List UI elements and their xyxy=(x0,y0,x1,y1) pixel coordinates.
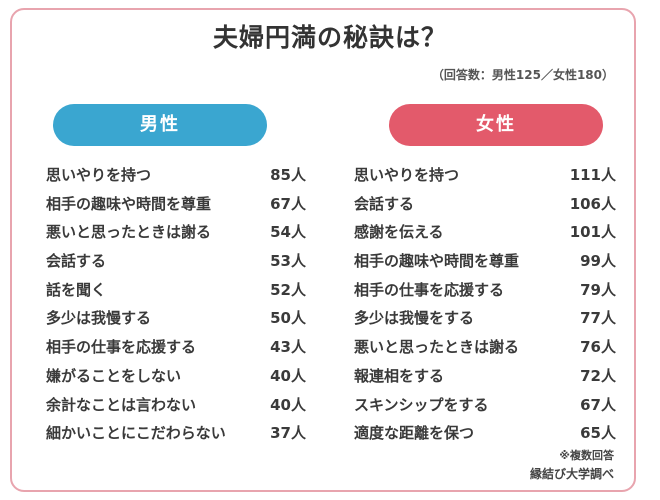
male-rank-row: 悪いと思ったときは謝る 54人 xyxy=(46,217,306,246)
page-title: 夫婦円満の秘訣は？ xyxy=(212,23,447,52)
male-rank-value: 43人 xyxy=(270,338,306,357)
male-rank-label: 相手の趣味や時間を尊重 xyxy=(46,194,212,213)
female-rank-row: スキンシップをする 67人 xyxy=(354,390,616,419)
female-rank-row: 相手の仕事を応援する 79人 xyxy=(354,275,616,304)
male-rank-label: 会話する xyxy=(46,252,107,271)
female-rank-label: 悪いと思ったときは謝る xyxy=(354,338,520,357)
female-rank-value: 99人 xyxy=(580,252,616,271)
female-rank-label: 感謝を伝える xyxy=(354,223,444,242)
female-rank-row: 思いやりを持つ 111人 xyxy=(354,160,616,189)
male-rank-label: 思いやりを持つ xyxy=(46,166,152,184)
male-rank-label: 相手の仕事を応援する xyxy=(46,338,197,357)
female-ranking-list: 思いやりを持つ 111人会話する 106人感謝を伝える 101人相手の趣味や時間を尊重… xyxy=(354,160,616,447)
female-rank-label: 相手の趣味や時間を尊重 xyxy=(354,252,520,271)
female-rank-label: スキンシップをする xyxy=(354,395,489,414)
female-rank-value: 65人 xyxy=(580,424,616,443)
multiple-answer-note: ※複数回答 xyxy=(559,449,614,462)
male-rank-value: 50人 xyxy=(270,309,306,328)
female-rank-row: 悪いと思ったときは謝る 76人 xyxy=(354,332,616,361)
female-rank-label: 報連相をする xyxy=(354,366,445,385)
male-rank-label: 細かいことにこだわらない xyxy=(46,424,226,443)
male-rank-row: 多少は我慢する 50人 xyxy=(46,303,306,332)
male-rank-label: 話を聞く xyxy=(46,280,107,299)
female-rank-label: 会話する xyxy=(354,194,415,213)
male-rank-value: 67人 xyxy=(270,194,306,213)
male-rank-row: 思いやりを持つ 85人 xyxy=(46,160,306,189)
female-rank-value: 111人 xyxy=(569,166,616,184)
female-rank-value: 79人 xyxy=(580,280,616,299)
female-rank-label: 多少は我慢をする xyxy=(354,309,475,328)
male-rank-value: 53人 xyxy=(270,252,306,271)
male-rank-value: 40人 xyxy=(270,395,306,414)
male-rank-value: 85人 xyxy=(270,166,306,184)
male-rank-row: 会話する 53人 xyxy=(46,246,306,275)
male-rank-row: 相手の趣味や時間を尊重 67人 xyxy=(46,189,306,218)
female-rank-row: 適度な距離を保つ 65人 xyxy=(354,418,616,447)
male-rank-label: 余計なことは言わない xyxy=(46,395,197,414)
male-rank-label: 悪いと思ったときは謝る xyxy=(46,223,212,242)
female-rank-row: 多少は我慢をする 77人 xyxy=(354,303,616,332)
male-rank-row: 余計なことは言わない 40人 xyxy=(46,390,306,419)
male-rank-label: 多少は我慢する xyxy=(46,309,152,328)
card-frame xyxy=(10,8,636,492)
female-rank-row: 感謝を伝える 101人 xyxy=(354,217,616,246)
female-rank-value: 72人 xyxy=(580,366,616,385)
male-rank-row: 相手の仕事を応援する 43人 xyxy=(46,332,306,361)
male-ranking-list: 思いやりを持つ 85人相手の趣味や時間を尊重 67人悪いと思ったときは謝る 54人会話… xyxy=(46,160,306,447)
response-count: （回答数：男性125／女性180） xyxy=(431,68,614,82)
source-note: 縁結び大学調べ xyxy=(529,467,614,481)
male-rank-value: 52人 xyxy=(270,280,306,299)
male-rank-row: 細かいことにこだわらない 37人 xyxy=(46,418,306,447)
female-rank-label: 適度な距離を保つ xyxy=(354,424,475,443)
male-rank-row: 話を聞く 52人 xyxy=(46,275,306,304)
male-rank-label: 嫌がることをしない xyxy=(46,366,182,385)
female-header-badge: 女性 xyxy=(389,104,603,146)
male-rank-value: 40人 xyxy=(270,366,306,385)
male-header-badge: 男性 xyxy=(53,104,267,146)
female-rank-value: 76人 xyxy=(580,338,616,357)
male-rank-row: 嫌がることをしない 40人 xyxy=(46,361,306,390)
female-rank-label: 思いやりを持つ xyxy=(354,166,460,184)
female-rank-row: 相手の趣味や時間を尊重 99人 xyxy=(354,246,616,275)
female-rank-value: 101人 xyxy=(569,223,616,242)
female-rank-row: 報連相をする 72人 xyxy=(354,361,616,390)
male-rank-value: 54人 xyxy=(270,223,306,242)
male-rank-value: 37人 xyxy=(270,424,306,443)
female-rank-label: 相手の仕事を応援する xyxy=(354,280,505,299)
female-rank-value: 67人 xyxy=(580,395,616,414)
female-rank-value: 106人 xyxy=(569,194,616,213)
female-rank-value: 77人 xyxy=(580,309,616,328)
female-rank-row: 会話する 106人 xyxy=(354,189,616,218)
